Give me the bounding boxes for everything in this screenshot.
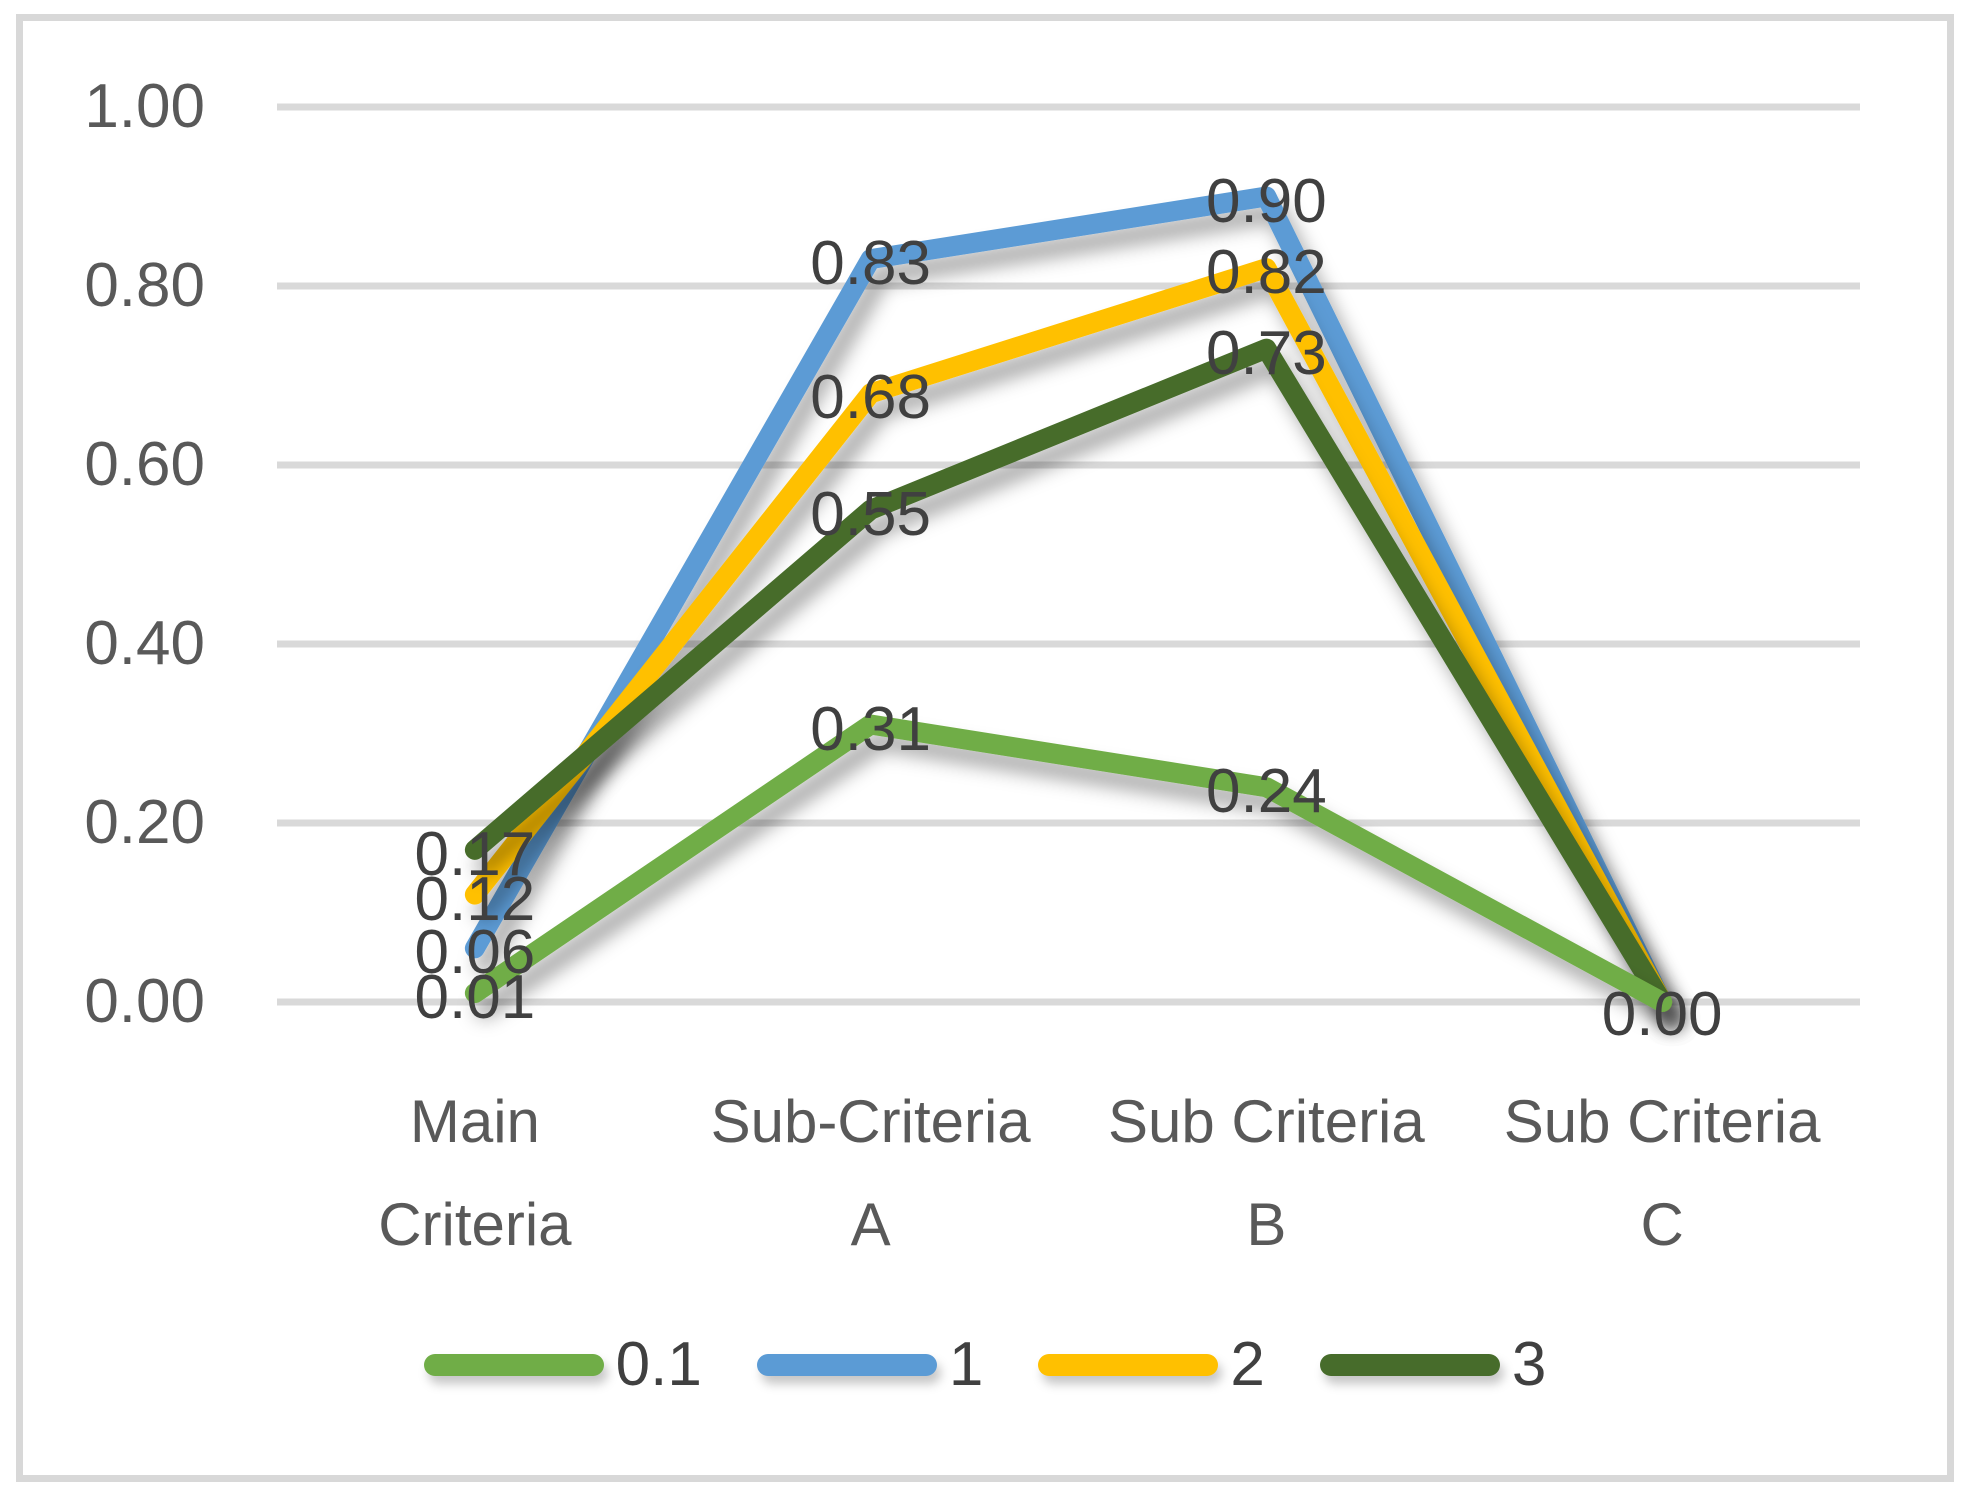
series-line-0.1 — [464, 714, 1673, 1012]
data-label: 0.01 — [414, 963, 536, 1033]
y-axis-tick-label: 0.00 — [84, 967, 205, 1036]
data-label: 0.68 — [810, 363, 931, 433]
data-label: 0.24 — [1206, 757, 1327, 827]
x-axis-category-label-line: Criteria — [378, 1191, 572, 1258]
x-axis-category-label: Main Criteria — [255, 1070, 695, 1276]
data-label: 0.12 — [414, 864, 536, 934]
legend-item-1: 1 — [756, 1330, 984, 1399]
legend-marker-icon — [1319, 1354, 1500, 1376]
legend-label: 0.1 — [615, 1330, 702, 1399]
y-axis-tick-label: 0.40 — [84, 609, 205, 678]
series-line-2 — [464, 258, 1673, 1012]
x-axis-category-label: Sub Criteria B — [1046, 1070, 1486, 1276]
data-label: 0.31 — [810, 694, 931, 764]
series-line-1 — [464, 186, 1673, 1012]
y-axis-tick-label: 0.20 — [84, 788, 205, 857]
legend-item-0.1: 0.1 — [423, 1330, 702, 1399]
legend: 0.1 1 2 3 — [0, 1322, 1970, 1408]
data-label: 0.55 — [810, 479, 931, 549]
y-axis-tick-label: 1.00 — [84, 72, 205, 141]
data-label: 0.00 — [1601, 980, 1723, 1049]
x-axis-category-label-line: Sub-Criteria — [710, 1088, 1031, 1155]
legend-marker-icon — [423, 1354, 604, 1376]
x-axis-category-label: Sub Criteria C — [1442, 1070, 1882, 1276]
legend-label: 2 — [1230, 1330, 1265, 1399]
x-axis-category-label-line: C — [1640, 1191, 1684, 1258]
series-line-3 — [464, 338, 1673, 1012]
legend-marker-icon — [756, 1354, 937, 1376]
x-axis-category-label-line: B — [1246, 1191, 1287, 1258]
y-axis-tick-label: 0.60 — [84, 430, 205, 499]
data-label: 0.17 — [414, 819, 536, 889]
y-axis-tick-label: 0.80 — [84, 251, 205, 320]
data-label: 0.83 — [810, 229, 931, 299]
data-label: 0.82 — [1206, 238, 1327, 308]
x-axis-category-label-line: Sub Criteria — [1107, 1088, 1425, 1155]
data-label: 0.73 — [1206, 318, 1327, 388]
x-axis-category-label: Sub-Criteria A — [651, 1070, 1091, 1276]
legend-item-2: 2 — [1038, 1330, 1265, 1399]
series-lines — [464, 186, 1673, 1012]
legend-item-3: 3 — [1319, 1330, 1547, 1399]
legend-label: 1 — [948, 1330, 984, 1399]
x-axis-category-label-line: Sub Criteria — [1503, 1088, 1821, 1155]
x-axis-category-label-line: A — [850, 1191, 891, 1258]
x-axis-category-label-line: Main — [409, 1088, 540, 1155]
legend-label: 3 — [1511, 1330, 1547, 1399]
legend-marker-icon — [1038, 1354, 1219, 1376]
data-label: 0.90 — [1206, 166, 1327, 236]
data-label: 0.06 — [414, 918, 536, 988]
